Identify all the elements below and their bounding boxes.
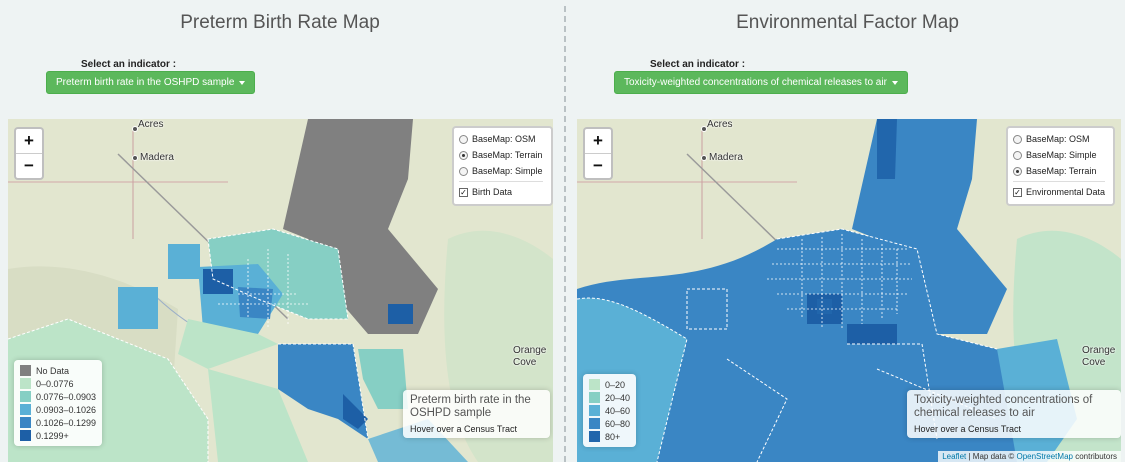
zoom-in-button[interactable]: + — [593, 131, 603, 150]
zoom-out-button[interactable]: − — [585, 153, 611, 178]
legend-row: 0.1299+ — [20, 429, 96, 442]
zoom-out-button[interactable]: − — [16, 153, 42, 178]
right-dropdown-value: Toxicity-weighted concentrations of chem… — [624, 77, 887, 88]
left-dropdown-value: Preterm birth rate in the OSHPD sample — [56, 77, 235, 88]
legend-row: 40–60 — [589, 404, 630, 417]
legend-label: 20–40 — [605, 392, 631, 403]
legend-row: 0.1026–0.1299 — [20, 416, 96, 429]
legend-label: 80+ — [605, 431, 621, 442]
info-title: Preterm birth rate in the OSHPD sample — [410, 394, 531, 419]
legend-label: No Data — [36, 365, 70, 376]
right-info-box: Toxicity-weighted concentrations of chem… — [907, 390, 1121, 438]
left-info-box: Preterm birth rate in the OSHPD sample H… — [403, 390, 550, 438]
left-select-label: Select an indicator : — [81, 59, 177, 70]
left-map[interactable]: Acres Madera Orange Cove + − BaseMap: OS… — [8, 119, 553, 462]
legend-label: 40–60 — [605, 405, 631, 416]
city-marker — [132, 126, 138, 132]
legend-label: 0.1026–0.1299 — [36, 417, 97, 428]
legend-label: 0.1299+ — [36, 430, 69, 441]
city-marker — [701, 126, 707, 132]
legend-row: 0–20 — [589, 378, 630, 391]
layer-control: BaseMap: OSM BaseMap: Terrain BaseMap: S… — [452, 126, 553, 206]
map-attribution: Leaflet | Map data © OpenStreetMap contr… — [938, 451, 1121, 462]
caret-down-icon — [891, 80, 898, 85]
preterm-panel: Preterm Birth Rate Map Select an indicat… — [0, 0, 560, 462]
radio-icon[interactable] — [459, 134, 468, 144]
legend-swatch — [589, 379, 600, 390]
legend-swatch — [20, 391, 31, 402]
legend-row: 0.0776–0.0903 — [20, 390, 96, 403]
radio-selected-icon[interactable] — [459, 150, 468, 160]
legend-label: 0–0.0776 — [36, 378, 74, 389]
legend-swatch — [589, 418, 600, 429]
radio-selected-icon[interactable] — [1013, 166, 1022, 176]
right-legend: 0–20 20–40 40–60 60–80 80+ — [583, 374, 637, 447]
legend-label: 0.0903–0.1026 — [36, 404, 97, 415]
legend-label: 60–80 — [605, 418, 631, 429]
info-title: Toxicity-weighted concentrations of chem… — [914, 394, 1093, 419]
legend-label: 0–20 — [605, 379, 626, 390]
place-madera: Madera — [140, 152, 174, 163]
right-indicator-dropdown[interactable]: Toxicity-weighted concentrations of chem… — [614, 71, 908, 94]
caret-down-icon — [239, 80, 246, 85]
checkbox-checked-icon[interactable]: ✓ — [459, 187, 468, 197]
layer-terrain[interactable]: BaseMap: Terrain — [459, 147, 543, 163]
place-madera: Madera — [709, 152, 743, 163]
legend-row: 0.0903–0.1026 — [20, 403, 96, 416]
city-marker — [701, 155, 707, 161]
info-hint: Hover over a Census Tract — [410, 424, 518, 434]
right-map-title: Environmental Factor Map — [736, 12, 959, 33]
legend-row: No Data — [20, 364, 96, 377]
left-indicator-dropdown[interactable]: Preterm birth rate in the OSHPD sample — [46, 71, 256, 94]
checkbox-checked-icon[interactable]: ✓ — [1013, 187, 1022, 197]
city-marker — [132, 155, 138, 161]
layer-osm[interactable]: BaseMap: OSM — [459, 131, 543, 147]
place-orange: Orange — [513, 345, 547, 356]
info-hint: Hover over a Census Tract — [914, 424, 1022, 434]
legend-swatch — [20, 378, 31, 389]
legend-swatch — [20, 404, 31, 415]
legend-swatch — [589, 431, 600, 442]
radio-icon[interactable] — [1013, 134, 1022, 144]
place-cove: Cove — [1082, 357, 1106, 368]
legend-swatch — [20, 430, 31, 441]
environment-panel: Environmental Factor Map Select an indic… — [570, 0, 1125, 462]
layer-simple[interactable]: BaseMap: Simple — [459, 163, 543, 179]
leaflet-link[interactable]: Leaflet — [942, 452, 967, 461]
left-map-title: Preterm Birth Rate Map — [180, 12, 380, 33]
place-acres: Acres — [707, 119, 733, 130]
osm-link[interactable]: OpenStreetMap — [1016, 452, 1073, 461]
panel-divider — [564, 6, 566, 462]
legend-swatch — [20, 365, 31, 376]
legend-swatch — [20, 417, 31, 428]
place-acres: Acres — [138, 119, 164, 130]
legend-row: 80+ — [589, 430, 630, 443]
zoom-in-button[interactable]: + — [24, 131, 34, 150]
layer-simple[interactable]: BaseMap: Simple — [1013, 147, 1105, 163]
zoom-control: + − — [583, 127, 613, 180]
legend-row: 0–0.0776 — [20, 377, 96, 390]
legend-label: 0.0776–0.0903 — [36, 391, 97, 402]
place-orange: Orange — [1082, 345, 1116, 356]
zoom-control: + − — [14, 127, 44, 180]
legend-swatch — [589, 392, 600, 403]
legend-row: 20–40 — [589, 391, 630, 404]
legend-row: 60–80 — [589, 417, 630, 430]
layer-terrain[interactable]: BaseMap: Terrain — [1013, 163, 1105, 179]
layer-osm[interactable]: BaseMap: OSM — [1013, 131, 1105, 147]
radio-icon[interactable] — [459, 166, 468, 176]
overlay-birth-data[interactable]: ✓ Birth Data — [459, 187, 513, 197]
layer-control: BaseMap: OSM BaseMap: Simple BaseMap: Te… — [1006, 126, 1116, 206]
right-select-label: Select an indicator : — [650, 59, 746, 70]
radio-icon[interactable] — [1013, 150, 1022, 160]
right-map[interactable]: Acres Madera Orange Cove + − BaseMap: OS… — [577, 119, 1121, 462]
overlay-environmental-data[interactable]: ✓ Environmental Data — [1013, 187, 1106, 197]
legend-swatch — [589, 405, 600, 416]
left-legend: No Data 0–0.0776 0.0776–0.0903 0.0903–0.102… — [14, 360, 103, 446]
place-cove: Cove — [513, 357, 537, 368]
